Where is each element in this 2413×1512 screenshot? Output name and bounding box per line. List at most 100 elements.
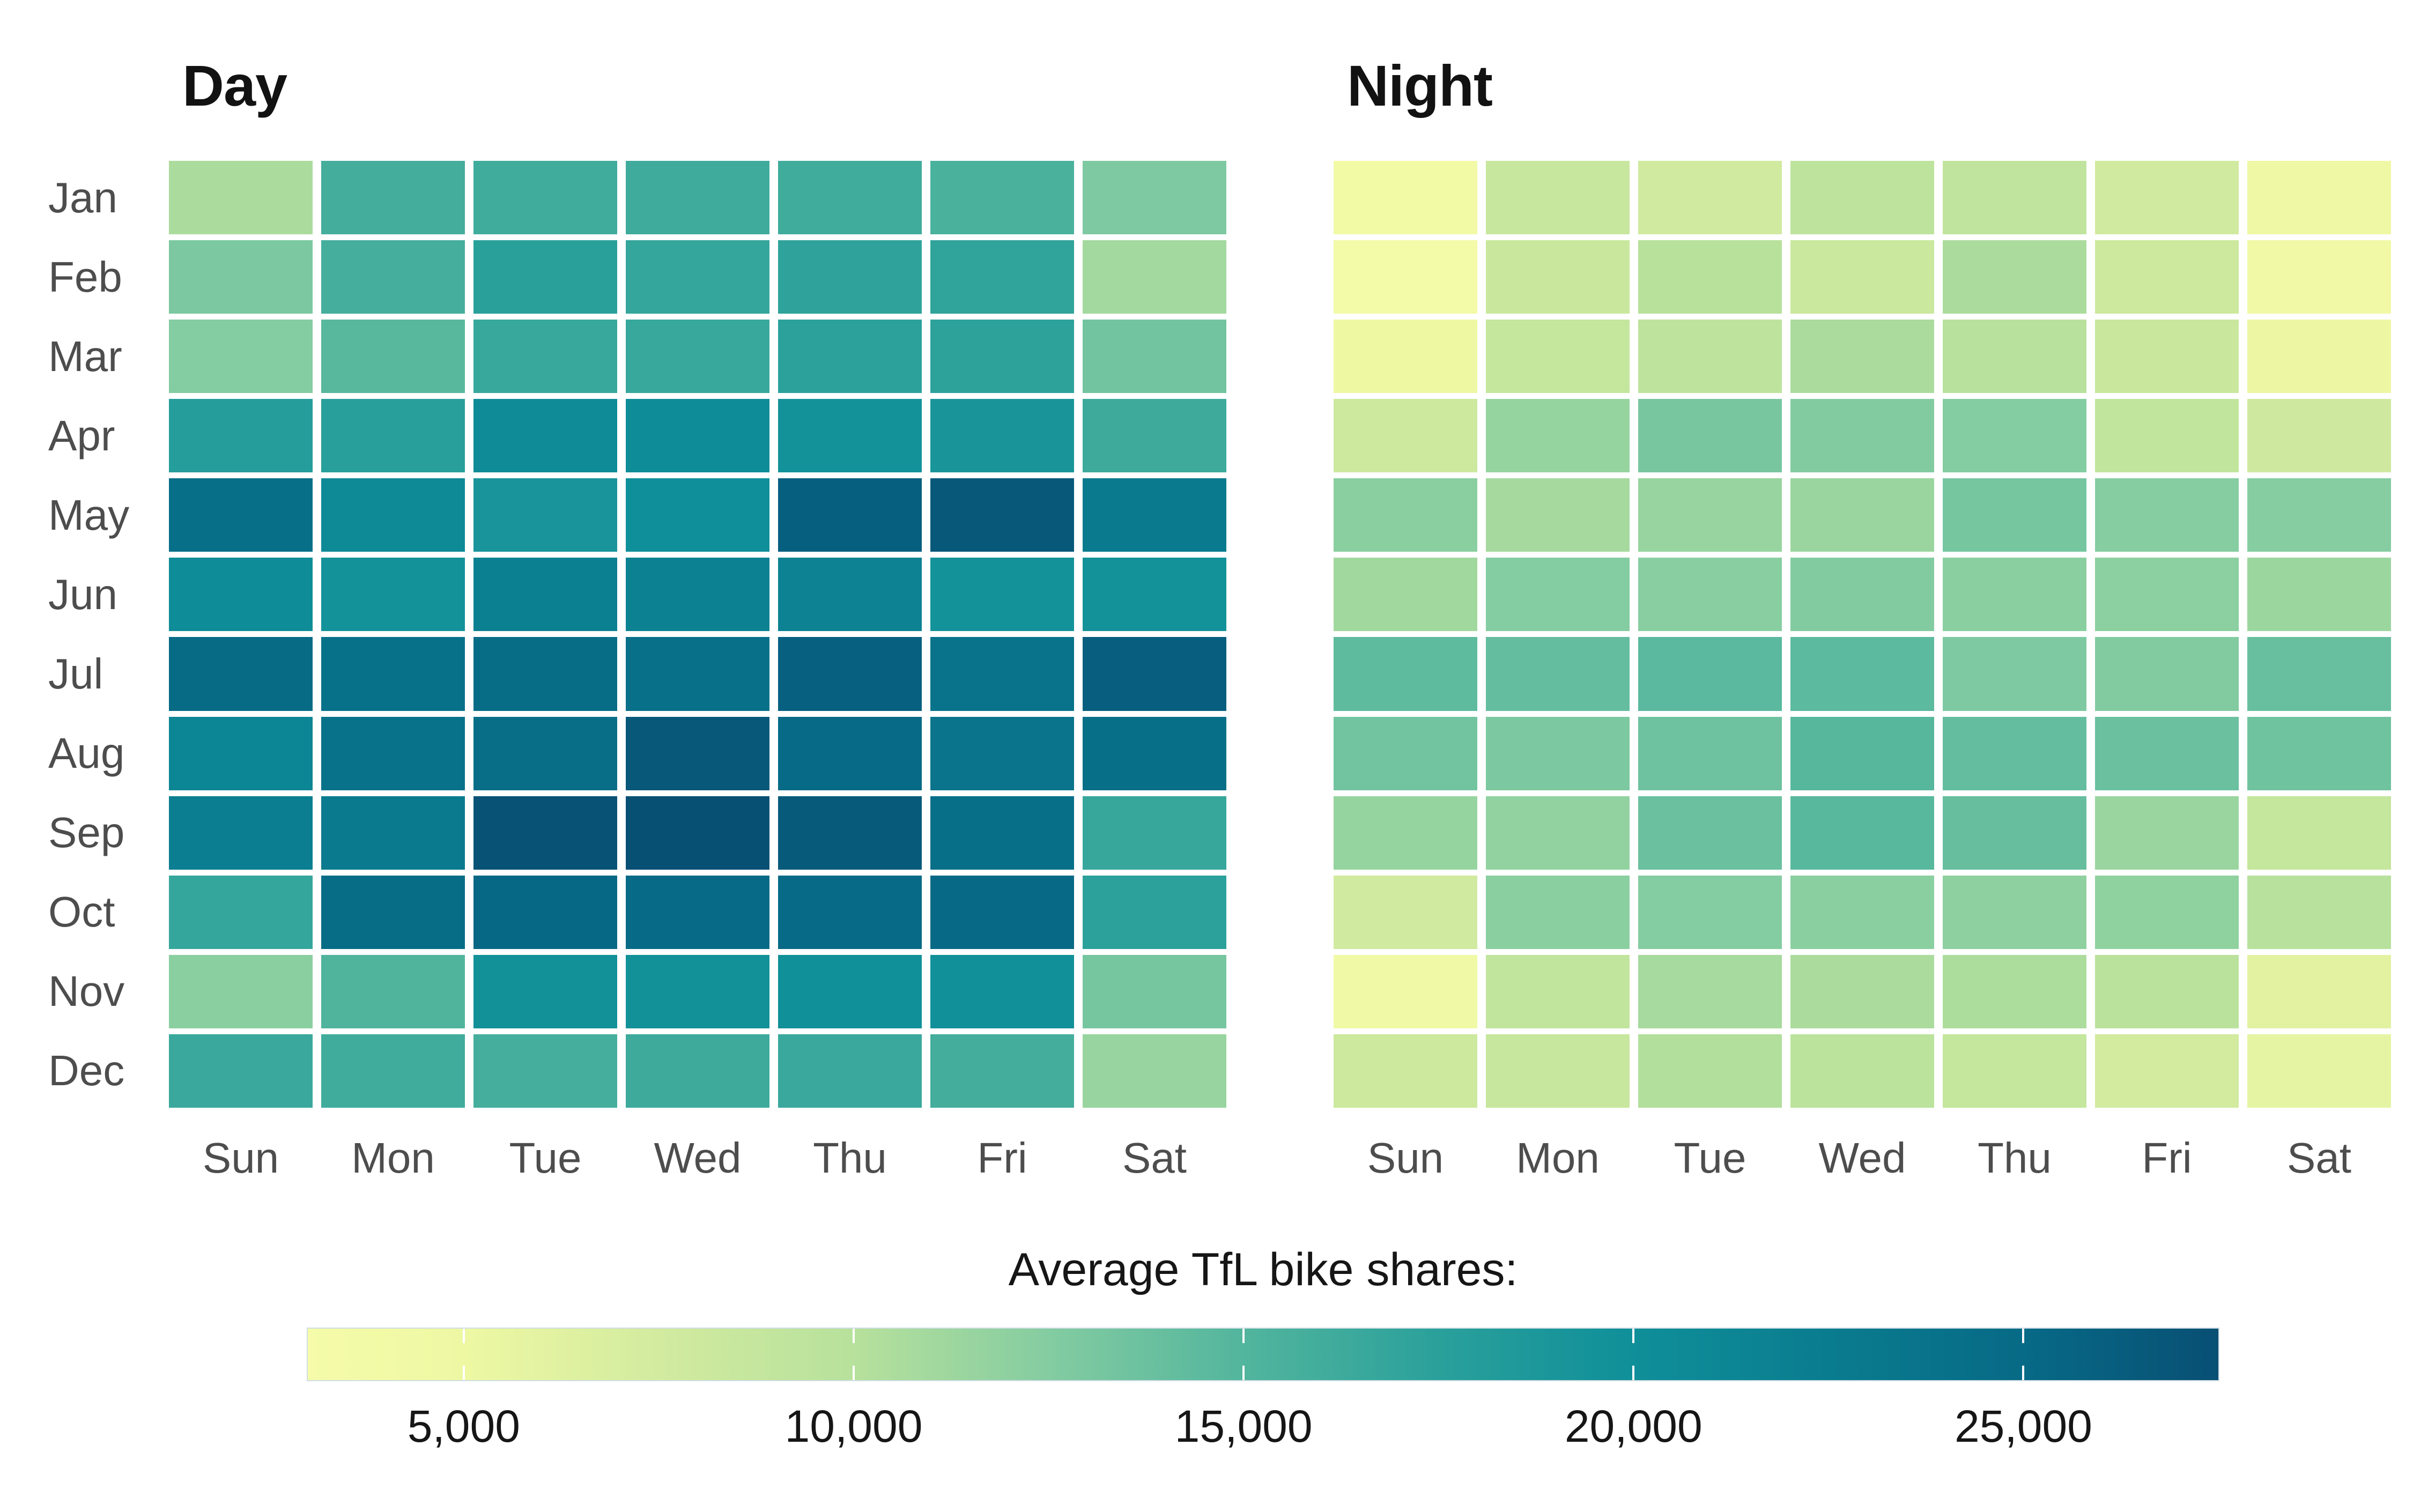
heatmap-cell-day-sep-sun xyxy=(169,796,313,870)
heatmap-cell-day-jun-mon xyxy=(321,558,465,632)
weekday-label-fri: Fri xyxy=(2142,1133,2192,1182)
heatmap-cell-night-jun-tue xyxy=(1638,558,1782,632)
heatmap-cell-night-jul-sun xyxy=(1334,637,1477,711)
heatmap-cell-day-sep-tue xyxy=(473,796,617,870)
month-label-dec: Dec xyxy=(48,1047,125,1095)
heatmap-cell-day-apr-thu xyxy=(778,399,922,473)
heatmap-cell-night-aug-fri xyxy=(2095,716,2239,790)
heatmap-cell-night-may-wed xyxy=(1790,478,1934,552)
heatmap-cell-day-mar-thu xyxy=(778,320,922,394)
heatmap-cell-night-oct-sun xyxy=(1334,875,1477,949)
heatmap-cell-day-nov-sat xyxy=(1083,954,1226,1028)
heatmap-cell-night-jul-fri xyxy=(2095,637,2239,711)
month-label-mar: Mar xyxy=(48,332,122,380)
heatmap-cell-day-feb-fri xyxy=(930,240,1074,314)
heatmap-cell-day-jun-thu xyxy=(778,558,922,632)
heatmap-cell-night-jun-mon xyxy=(1486,558,1630,632)
colorbar-tick-label-10000: 10,000 xyxy=(784,1401,923,1451)
heatmap-cell-night-jan-wed xyxy=(1790,161,1934,235)
weekday-label-tue: Tue xyxy=(509,1133,582,1182)
colorbar-tick-mark xyxy=(462,1366,465,1380)
heatmap-cell-day-dec-tue xyxy=(473,1034,617,1108)
heatmap-cell-night-dec-sat xyxy=(2247,1034,2391,1108)
heatmap-cell-day-jul-sun xyxy=(169,637,313,711)
month-label-nov: Nov xyxy=(48,967,125,1016)
weekday-label-mon: Mon xyxy=(351,1133,435,1182)
colorbar-tick-mark xyxy=(2022,1329,2025,1343)
heatmap-cell-night-jan-thu xyxy=(1943,161,2086,235)
heatmap-cell-night-aug-thu xyxy=(1943,716,2086,790)
heatmap-cell-night-jan-fri xyxy=(2095,161,2239,235)
heatmap-cell-day-oct-sat xyxy=(1083,875,1226,949)
heatmap-cell-day-sep-thu xyxy=(778,796,922,870)
heatmap-cell-night-sep-sat xyxy=(2247,796,2391,870)
colorbar-tick-mark xyxy=(1632,1366,1635,1380)
heatmap-cell-day-jul-thu xyxy=(778,637,922,711)
heatmap-cell-day-feb-mon xyxy=(321,240,465,314)
heatmap-cell-day-oct-thu xyxy=(778,875,922,949)
legend-title: Average TfL bike shares: xyxy=(1008,1244,1518,1295)
heatmap-cell-day-nov-tue xyxy=(473,954,617,1028)
heatmap-cell-day-aug-mon xyxy=(321,716,465,790)
month-label-jan: Jan xyxy=(48,173,117,221)
heatmap-cell-day-feb-sat xyxy=(1083,240,1226,314)
heatmap-cell-day-jun-sat xyxy=(1083,558,1226,632)
month-label-feb: Feb xyxy=(48,253,122,301)
heatmap-cell-night-nov-sat xyxy=(2247,954,2391,1028)
heatmap-cell-night-jul-wed xyxy=(1790,637,1934,711)
heatmap-cell-night-feb-sat xyxy=(2247,240,2391,314)
heatmap-cell-night-dec-tue xyxy=(1638,1034,1782,1108)
weekday-label-tue: Tue xyxy=(1674,1133,1746,1182)
weekday-label-sat: Sat xyxy=(2286,1133,2352,1182)
colorbar-tick-mark xyxy=(853,1329,855,1343)
heatmap-cell-day-may-tue xyxy=(473,478,617,552)
heatmap-cell-day-may-mon xyxy=(321,478,465,552)
heatmap-cell-day-jul-mon xyxy=(321,637,465,711)
heatmap-cell-night-nov-wed xyxy=(1790,954,1934,1028)
heatmap-cell-night-jun-fri xyxy=(2095,558,2239,632)
heatmap-cell-night-sep-mon xyxy=(1486,796,1630,870)
heatmap-cell-day-oct-mon xyxy=(321,875,465,949)
heatmap-cell-day-aug-fri xyxy=(930,716,1074,790)
heatmap-cell-night-mar-tue xyxy=(1638,320,1782,394)
colorbar-tick-mark xyxy=(462,1329,465,1343)
heatmap-cell-night-mar-mon xyxy=(1486,320,1630,394)
heatmap-cell-night-mar-sun xyxy=(1334,320,1477,394)
heatmap-cell-night-sep-sun xyxy=(1334,796,1477,870)
heatmap-cell-night-dec-fri xyxy=(2095,1034,2239,1108)
colorbar-tick-label-15000: 15,000 xyxy=(1174,1401,1313,1451)
heatmap-cell-day-apr-sun xyxy=(169,399,313,473)
heatmap-cell-night-apr-fri xyxy=(2095,399,2239,473)
heatmap-cell-night-mar-thu xyxy=(1943,320,2086,394)
heatmap-cell-night-jan-tue xyxy=(1638,161,1782,235)
heatmap-cell-day-nov-sun xyxy=(169,954,313,1028)
heatmap-cell-day-aug-sun xyxy=(169,716,313,790)
heatmap-cell-night-may-tue xyxy=(1638,478,1782,552)
heatmap-cell-day-may-thu xyxy=(778,478,922,552)
heatmap-cell-day-feb-wed xyxy=(626,240,769,314)
heatmap-cell-day-mar-tue xyxy=(473,320,617,394)
heatmap-cell-day-oct-sun xyxy=(169,875,313,949)
heatmap-cell-day-jan-fri xyxy=(930,161,1074,235)
weekday-label-wed: Wed xyxy=(1818,1133,1906,1182)
heatmap-cell-day-mar-mon xyxy=(321,320,465,394)
heatmap-cell-night-may-mon xyxy=(1486,478,1630,552)
heatmap-cell-night-jan-mon xyxy=(1486,161,1630,235)
colorbar-tick-label-25000: 25,000 xyxy=(1954,1401,2092,1451)
colorbar-tick-label-5000: 5,000 xyxy=(407,1401,520,1451)
heatmap-cell-night-jul-tue xyxy=(1638,637,1782,711)
weekday-label-wed: Wed xyxy=(654,1133,742,1182)
heatmap-cell-night-aug-wed xyxy=(1790,716,1934,790)
heatmap-cell-night-apr-mon xyxy=(1486,399,1630,473)
heatmap-cell-day-dec-wed xyxy=(626,1034,769,1108)
heatmap-cell-day-aug-tue xyxy=(473,716,617,790)
heatmap-cell-night-aug-sun xyxy=(1334,716,1477,790)
heatmap-cell-night-apr-tue xyxy=(1638,399,1782,473)
heatmap-cell-night-may-sun xyxy=(1334,478,1477,552)
month-label-apr: Apr xyxy=(48,411,115,459)
heatmap-cell-night-jun-thu xyxy=(1943,558,2086,632)
heatmap-cell-night-feb-mon xyxy=(1486,240,1630,314)
heatmap-cell-night-jun-wed xyxy=(1790,558,1934,632)
heatmap-cell-day-apr-sat xyxy=(1083,399,1226,473)
